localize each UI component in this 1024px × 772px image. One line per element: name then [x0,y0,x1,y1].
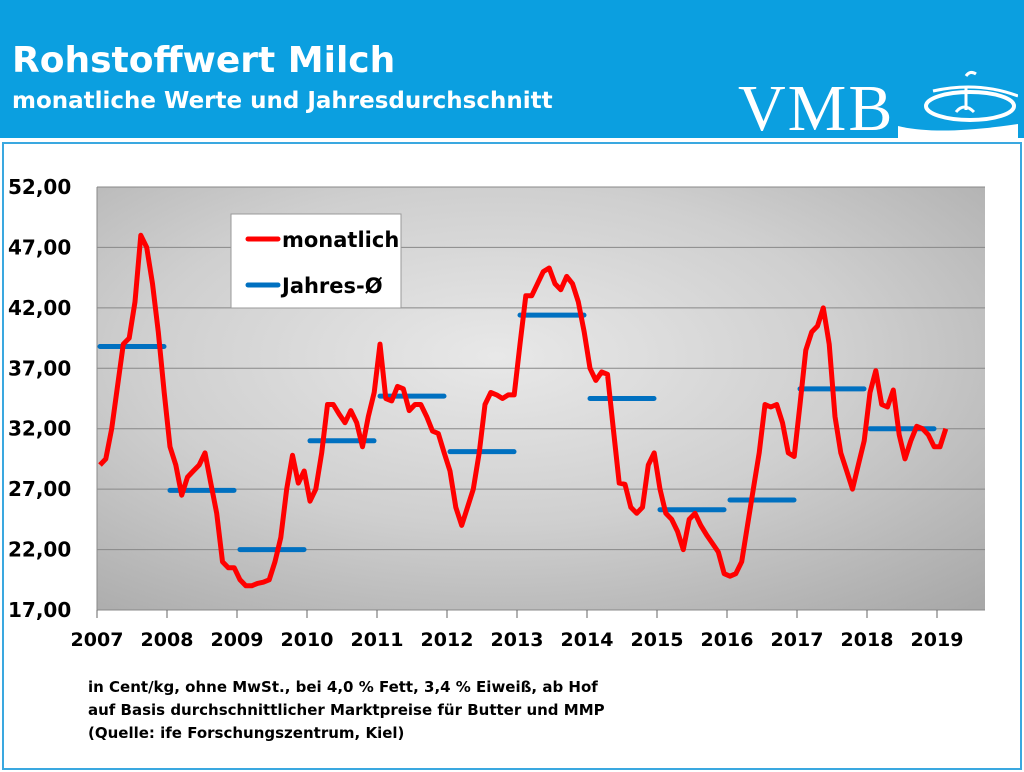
x-tick-label: 2014 [561,629,614,651]
y-tick-label: 27,00 [8,477,71,501]
x-tick-label: 2013 [491,629,544,651]
y-tick-label: 37,00 [8,356,71,380]
x-tick-label: 2018 [841,629,894,651]
y-tick-label: 42,00 [8,296,71,320]
page-title: Rohstoffwert Milch [12,40,396,81]
footnote-units: in Cent/kg, ohne MwSt., bei 4,0 % Fett, … [88,678,598,696]
y-tick-label: 52,00 [8,175,71,199]
x-tick-label: 2015 [631,629,684,651]
x-tick-label: 2008 [141,629,194,651]
footnote-basis: auf Basis durchschnittlicher Marktpreise… [88,701,605,719]
x-tick-label: 2009 [211,629,264,651]
y-tick-label: 32,00 [8,417,71,441]
page-subtitle: monatliche Werte und Jahresdurchschnitt [12,88,553,114]
y-tick-label: 22,00 [8,538,71,562]
y-tick-label: 47,00 [8,235,71,259]
legend-annual-label: Jahres-Ø [280,274,383,298]
chart-frame [2,142,1022,770]
x-tick-label: 2010 [281,629,334,651]
x-tick-label: 2012 [421,629,474,651]
x-tick-label: 2019 [911,629,964,651]
legend-monthly-label: monatlich [282,228,399,252]
footnote-source: (Quelle: ife Forschungszentrum, Kiel) [88,724,405,742]
x-tick-label: 2017 [771,629,824,651]
y-tick-label: 17,00 [8,598,71,622]
x-tick-label: 2016 [701,629,754,651]
x-tick-label: 2007 [71,629,124,651]
header-banner: Rohstoffwert Milch monatliche Werte und … [0,0,1024,138]
vmb-logo: VMB [738,70,1018,138]
x-tick-label: 2011 [351,629,404,651]
legend: monatlich Jahres-Ø [230,213,402,309]
monthly-series-line [98,232,949,589]
svg-text:VMB: VMB [738,72,894,138]
plot-background [97,187,985,610]
